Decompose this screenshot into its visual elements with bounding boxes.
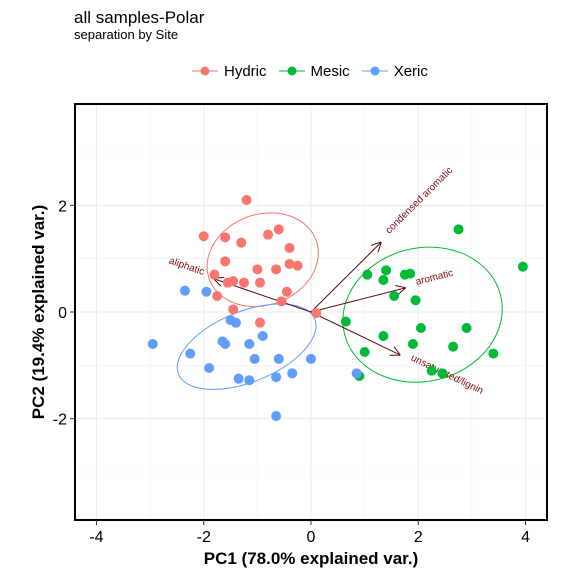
point-xeric	[271, 372, 282, 383]
point-hydric	[228, 304, 239, 315]
legend-key-xeric	[361, 66, 388, 76]
x-tick-label: -4	[89, 529, 103, 546]
point-hydric	[220, 232, 231, 243]
point-hydric	[255, 277, 266, 288]
point-hydric	[271, 264, 282, 275]
point-layer	[147, 195, 528, 421]
point-hydric	[284, 259, 295, 269]
point-hydric	[281, 286, 292, 297]
legend-item-xeric: Xeric	[360, 61, 428, 81]
point-xeric	[185, 348, 196, 359]
point-mesic	[448, 341, 459, 352]
point-hydric	[222, 277, 233, 288]
chart-subtitle: separation by Site	[74, 27, 179, 42]
point-xeric	[244, 339, 255, 349]
point-xeric	[249, 353, 260, 364]
legend-label-hydric: Hydric	[224, 62, 267, 80]
point-mesic	[488, 348, 499, 359]
point-hydric	[252, 264, 263, 275]
y-tick-label: 0	[58, 305, 67, 322]
legend-label-mesic: Mesic	[310, 62, 350, 80]
point-mesic	[517, 261, 528, 272]
point-hydric	[255, 317, 266, 328]
x-tick-label: 4	[521, 529, 530, 546]
loading-arrow	[310, 311, 400, 355]
point-xeric	[351, 368, 362, 379]
point-xeric	[230, 317, 241, 328]
point-hydric	[241, 195, 252, 205]
arrow-label: aromatic	[415, 268, 455, 288]
point-xeric	[179, 285, 190, 296]
loading-arrow	[310, 243, 381, 313]
point-mesic	[461, 323, 472, 333]
point-hydric	[263, 229, 274, 240]
x-tick-label: -2	[197, 529, 211, 546]
y-tick-label: 2	[58, 198, 67, 215]
point-xeric	[147, 339, 158, 349]
point-hydric	[276, 296, 287, 307]
point-xeric	[257, 331, 268, 341]
y-axis-title: PC2 (19.4% explained var.)	[29, 205, 48, 420]
point-mesic	[437, 368, 448, 379]
point-mesic	[389, 291, 400, 301]
point-mesic	[378, 331, 389, 341]
point-xeric	[233, 373, 244, 384]
point-xeric	[271, 411, 282, 421]
point-xeric	[244, 375, 255, 386]
chart-title: all samples-Polar	[74, 8, 205, 27]
legend-key-hydric	[192, 66, 218, 76]
point-hydric	[273, 224, 284, 235]
legend-label-xeric: Xeric	[393, 62, 428, 80]
point-mesic	[381, 265, 392, 276]
point-hydric	[220, 256, 231, 267]
point-mesic	[359, 347, 370, 357]
arrow-label: condensed aromatic	[384, 165, 456, 236]
point-mesic	[426, 365, 437, 376]
legend-item-hydric: Hydric	[190, 61, 267, 81]
y-tick-label: -2	[53, 412, 67, 429]
point-mesic	[453, 224, 464, 235]
point-xeric	[201, 286, 212, 297]
point-hydric	[212, 291, 223, 301]
point-mesic	[362, 269, 373, 280]
legend-key-mesic	[278, 66, 305, 76]
point-hydric	[209, 269, 220, 280]
x-tick-label: 2	[414, 529, 423, 546]
point-xeric	[204, 363, 215, 373]
point-mesic	[410, 295, 421, 306]
tick-layer: -4 -2 0 2 4 -2 0 2	[53, 198, 530, 546]
point-mesic	[405, 268, 416, 279]
point-xeric	[287, 368, 298, 379]
point-mesic	[340, 316, 351, 327]
ellipse-mesic	[342, 246, 503, 383]
x-tick-label: 0	[307, 529, 316, 546]
point-hydric	[236, 237, 247, 248]
point-hydric	[311, 308, 322, 319]
x-axis-title: PC1 (78.0% explained var.)	[204, 549, 419, 568]
legend: Hydric Mesic Xeric	[190, 60, 438, 82]
point-xeric	[306, 353, 316, 364]
point-xeric	[273, 353, 284, 364]
point-xeric	[220, 339, 231, 349]
point-mesic	[415, 323, 426, 333]
point-hydric	[292, 260, 303, 271]
point-mesic	[378, 275, 389, 285]
arrow-label: aliphatic	[167, 256, 205, 278]
ellipse-layer	[176, 212, 503, 390]
loading-arrow	[310, 288, 405, 313]
point-hydric	[198, 231, 209, 242]
point-hydric	[238, 277, 249, 288]
legend-item-mesic: Mesic	[277, 61, 350, 81]
point-mesic	[407, 339, 418, 349]
point-hydric	[284, 243, 295, 253]
